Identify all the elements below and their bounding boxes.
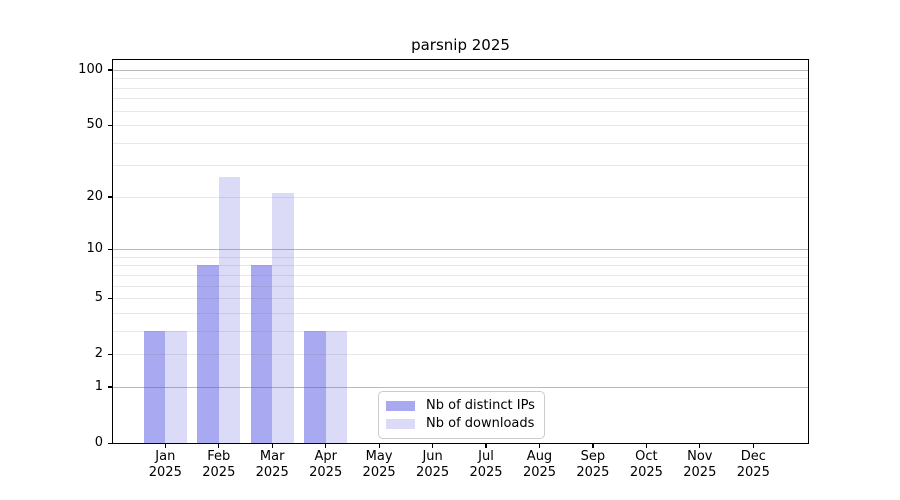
y-gridline-minor	[113, 298, 808, 300]
y-gridline-major	[113, 249, 808, 251]
y-tick-mark	[108, 124, 112, 126]
y-tick-mark	[108, 69, 112, 71]
y-gridline-minor	[113, 125, 808, 126]
x-tick-mark	[538, 444, 541, 449]
y-tick-mark	[108, 386, 112, 388]
y-tick-mark	[108, 442, 112, 444]
x-tick-mark	[752, 444, 754, 449]
y-tick-label: 10	[86, 241, 103, 257]
x-tick-mark	[485, 444, 487, 449]
plot-area	[113, 60, 808, 443]
x-tick-label: Feb 2025	[202, 449, 236, 480]
y-gridline-minor	[113, 196, 808, 198]
y-gridline-minor	[113, 285, 808, 287]
x-tick-label: Aug 2025	[522, 449, 557, 480]
x-tick-mark	[164, 444, 166, 449]
x-tick-mark	[431, 444, 434, 449]
x-tick-mark	[218, 444, 220, 449]
x-tick-label: Sep 2025	[576, 449, 610, 480]
x-tick-label: Jun 2025	[416, 449, 450, 480]
bar-downloads-apr	[325, 330, 348, 443]
y-tick-mark	[108, 297, 112, 299]
bar-distinct-ips-mar	[250, 265, 273, 443]
legend-item: Nb of distinct IPs	[386, 398, 535, 414]
legend-swatch-downloads	[386, 419, 415, 429]
x-tick-label: Apr 2025	[309, 449, 343, 480]
spine-top	[112, 59, 809, 61]
spine-bottom	[112, 443, 809, 445]
y-gridline-minor	[113, 98, 808, 100]
y-gridline-minor	[113, 142, 808, 144]
y-gridline-minor	[113, 110, 808, 112]
x-tick-mark	[592, 444, 594, 449]
y-gridline-minor	[113, 78, 808, 80]
x-tick-label: Dec 2025	[736, 449, 770, 480]
y-gridline-minor	[113, 330, 808, 332]
bar-distinct-ips-jan	[143, 330, 166, 443]
y-gridline-minor	[113, 87, 808, 89]
spine-right	[808, 59, 810, 444]
y-gridline-minor	[113, 274, 808, 276]
y-gridline-minor	[113, 256, 808, 258]
x-tick-label: May 2025	[362, 449, 396, 480]
x-tick-mark	[271, 444, 273, 449]
x-tick-mark	[699, 444, 701, 449]
x-tick-label: Jan 2025	[148, 449, 182, 480]
y-tick-label: 0	[94, 435, 103, 450]
y-tick-label: 5	[94, 290, 103, 306]
legend-label: Nb of downloads	[426, 416, 535, 431]
legend-swatch-distinct-ips	[386, 401, 415, 411]
y-gridline-minor	[113, 312, 808, 314]
bar-distinct-ips-apr	[304, 330, 326, 443]
x-tick-mark	[645, 444, 648, 449]
y-gridline-minor	[113, 165, 808, 167]
y-gridline-minor	[113, 265, 808, 267]
y-tick-label: 100	[78, 61, 103, 77]
x-tick-label: Oct 2025	[629, 449, 663, 480]
bar-downloads-jan	[165, 330, 187, 443]
y-tick-mark	[108, 248, 112, 250]
bar-downloads-mar	[272, 193, 294, 443]
x-tick-mark	[378, 444, 380, 449]
legend: Nb of distinct IPs Nb of downloads	[378, 391, 545, 439]
bar-distinct-ips-feb	[197, 265, 219, 443]
y-gridline-major	[113, 69, 808, 71]
legend-item: Nb of downloads	[386, 416, 535, 432]
y-gridline-major	[113, 386, 808, 388]
legend-label: Nb of distinct IPs	[426, 398, 535, 413]
y-tick-mark	[108, 196, 112, 198]
y-tick-label: 1	[94, 378, 103, 394]
y-tick-label: 20	[86, 188, 103, 204]
x-tick-label: Mar 2025	[255, 449, 289, 480]
y-tick-label: 50	[86, 117, 103, 132]
x-tick-label: Nov 2025	[683, 449, 717, 480]
x-tick-mark	[325, 444, 327, 449]
y-gridline-minor	[113, 354, 808, 356]
y-tick-mark	[108, 353, 112, 355]
spine-left	[112, 59, 114, 444]
bar-downloads-feb	[218, 176, 241, 443]
y-tick-label: 2	[94, 346, 103, 362]
chart-title: parsnip 2025	[411, 36, 510, 54]
x-tick-label: Jul 2025	[469, 449, 503, 480]
